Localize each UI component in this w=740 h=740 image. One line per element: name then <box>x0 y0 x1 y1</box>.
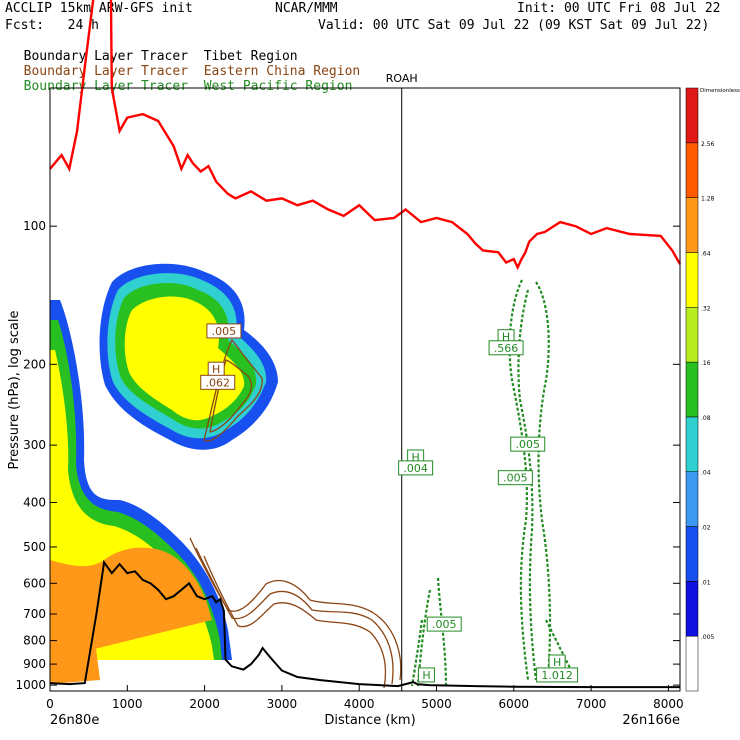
y-tick-label: 300 <box>23 438 46 452</box>
tropopause-line <box>49 0 682 271</box>
x-axis: 0 1000 2000 3000 4000 5000 6000 7000 8000 <box>46 685 684 711</box>
terrain-line <box>49 559 680 689</box>
colorbar-swatch <box>685 307 699 363</box>
left-endpoint: 26n80e <box>50 713 99 728</box>
colorbar-level: .32 <box>701 305 711 312</box>
tracer-region: West Pacific Region <box>203 79 353 94</box>
y-tick-label: 500 <box>23 540 46 554</box>
valid-time: Valid: 00 UTC Sat 09 Jul 22 (09 KST Sat … <box>318 18 710 33</box>
forecast-hour: Fcst: 24 h <box>5 18 99 33</box>
colorbar: .005 .01 .02 .04 .08 .16 .32 .64 1.28 2.56 Dimensi… <box>685 87 740 692</box>
contour-label: H <box>553 656 561 669</box>
roah-marker-label: ROAH <box>386 72 418 85</box>
x-tick-label: 1000 <box>112 697 143 711</box>
tracer-legend-tibet: Boundary Layer Tracer Tibet Region <box>8 36 298 64</box>
colorbar-level: .08 <box>701 415 711 422</box>
colorbar-swatch <box>685 142 699 198</box>
x-axis-label: Distance (km) <box>324 713 415 728</box>
tracer-region: Tibet Region <box>203 49 298 64</box>
colorbar-swatch <box>685 526 699 582</box>
contour-label-box <box>536 667 579 683</box>
y-tick-label: 1000 <box>15 678 46 692</box>
y-axis: 100 200 300 400 500 600 700 800 900 1000 <box>15 219 680 692</box>
y-tick-label: 700 <box>23 607 46 621</box>
colorbar-level: .005 <box>701 634 715 641</box>
contour-label: H <box>212 363 220 376</box>
colorbar-level: .02 <box>701 525 711 532</box>
colorbar-level: 1.28 <box>701 196 715 203</box>
x-tick-label: 6000 <box>499 697 530 711</box>
y-tick-label: 600 <box>23 576 46 590</box>
org-label: NCAR/MMM <box>275 1 338 16</box>
contour-label-box <box>417 667 435 683</box>
init-time: Init: 00 UTC Fri 08 Jul 22 <box>517 1 721 16</box>
x-tick-label: 4000 <box>344 697 375 711</box>
contour-label: .005 <box>515 438 540 451</box>
y-tick-label: 100 <box>23 219 46 233</box>
contour-label-box <box>488 340 524 356</box>
contour-label-box <box>398 460 434 476</box>
x-tick-label: 2000 <box>189 697 220 711</box>
contour-label: .062 <box>205 376 230 389</box>
contour-label: H <box>411 451 419 464</box>
colorbar-swatch <box>685 252 699 308</box>
y-tick-label: 900 <box>23 657 46 671</box>
eastern-china-contours <box>189 338 402 689</box>
colorbar-level: .16 <box>701 360 711 367</box>
x-tick-label: 3000 <box>267 697 298 711</box>
contour-label-box <box>510 436 546 452</box>
colorbar-level: .01 <box>701 579 711 586</box>
colorbar-swatch <box>685 635 699 692</box>
contour-label: .566 <box>494 342 519 355</box>
colorbar-swatch <box>685 361 699 418</box>
contour-label-box <box>426 616 462 632</box>
y-axis-label: Pressure (hPa), log scale <box>7 311 22 470</box>
colorbar-swatch <box>685 197 699 253</box>
model-title: ACCLIP 15km ARW-GFS init <box>5 1 193 16</box>
filled-contours <box>50 263 279 684</box>
x-tick-label: 5000 <box>421 697 452 711</box>
tracer-prefix: Boundary Layer Tracer <box>23 49 189 64</box>
contour-label: H <box>502 331 510 344</box>
contour-label: .005 <box>503 472 528 485</box>
contour-label-box <box>497 470 533 486</box>
contour-label-box <box>200 374 236 390</box>
x-tick-label: 8000 <box>653 697 684 711</box>
roah-marker: ROAH <box>386 72 418 691</box>
plot-frame <box>49 87 681 692</box>
tracer-region: Eastern China Region <box>203 64 361 79</box>
y-tick-label: 400 <box>23 495 46 509</box>
x-tick-label: 0 <box>46 697 54 711</box>
colorbar-level: .64 <box>701 250 711 257</box>
colorbar-level: .04 <box>701 470 711 477</box>
colorbar-swatch <box>685 87 699 144</box>
contour-label: H <box>422 669 430 682</box>
contour-label: .005 <box>212 325 237 338</box>
colorbar-swatch <box>685 471 699 527</box>
tracer-prefix: Boundary Layer Tracer <box>23 79 189 94</box>
tracer-legend-eastern-china: Boundary Layer Tracer Eastern China Regi… <box>8 51 361 79</box>
colorbar-label: Dimensionless <box>700 88 740 94</box>
right-endpoint: 26n166e <box>622 713 680 728</box>
y-tick-label: 200 <box>23 357 46 371</box>
contour-label: .004 <box>403 462 428 475</box>
colorbar-level: 2.56 <box>701 141 715 148</box>
colorbar-swatch <box>685 416 699 472</box>
contour-label: .005 <box>432 618 457 631</box>
x-tick-label: 7000 <box>576 697 607 711</box>
tracer-legend-west-pacific: Boundary Layer Tracer West Pacific Regio… <box>8 66 353 94</box>
contour-label: 1.012 <box>541 669 573 682</box>
y-tick-label: 800 <box>23 634 46 648</box>
tracer-prefix: Boundary Layer Tracer <box>23 64 189 79</box>
contour-label-box <box>206 323 242 339</box>
colorbar-swatch <box>685 581 699 637</box>
